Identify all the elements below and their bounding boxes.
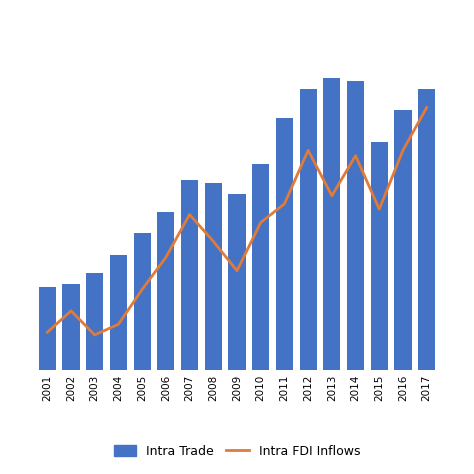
Bar — [110, 255, 127, 370]
Bar — [300, 89, 317, 370]
Intra FDI Inflows — [282, 201, 287, 207]
Bar — [86, 273, 103, 370]
Bar — [371, 142, 388, 370]
Intra FDI Inflows — [234, 268, 240, 273]
Bar — [63, 284, 80, 370]
Intra FDI Inflows — [139, 287, 145, 292]
Intra FDI Inflows — [92, 332, 98, 338]
Bar — [39, 287, 56, 370]
Bar — [228, 194, 246, 370]
Bar — [276, 118, 293, 370]
Intra FDI Inflows — [45, 329, 50, 335]
Intra FDI Inflows — [305, 147, 311, 153]
Bar — [418, 89, 435, 370]
Intra FDI Inflows — [163, 255, 169, 260]
Line: Intra FDI Inflows: Intra FDI Inflows — [47, 108, 427, 335]
Intra FDI Inflows — [116, 321, 121, 327]
Bar — [134, 233, 151, 370]
Intra FDI Inflows — [258, 220, 264, 226]
Intra FDI Inflows — [68, 308, 74, 314]
Bar — [347, 81, 364, 370]
Legend: Intra Trade, Intra FDI Inflows: Intra Trade, Intra FDI Inflows — [109, 440, 365, 463]
Bar — [205, 183, 222, 370]
Intra FDI Inflows — [353, 153, 358, 158]
Intra FDI Inflows — [400, 147, 406, 153]
Bar — [394, 110, 411, 370]
Intra FDI Inflows — [187, 212, 192, 218]
Bar — [181, 180, 198, 370]
Intra FDI Inflows — [329, 193, 335, 199]
Intra FDI Inflows — [424, 105, 429, 110]
Intra FDI Inflows — [210, 238, 216, 244]
Bar — [252, 164, 269, 370]
Intra FDI Inflows — [376, 206, 382, 212]
Bar — [157, 212, 174, 370]
Bar — [323, 78, 340, 370]
